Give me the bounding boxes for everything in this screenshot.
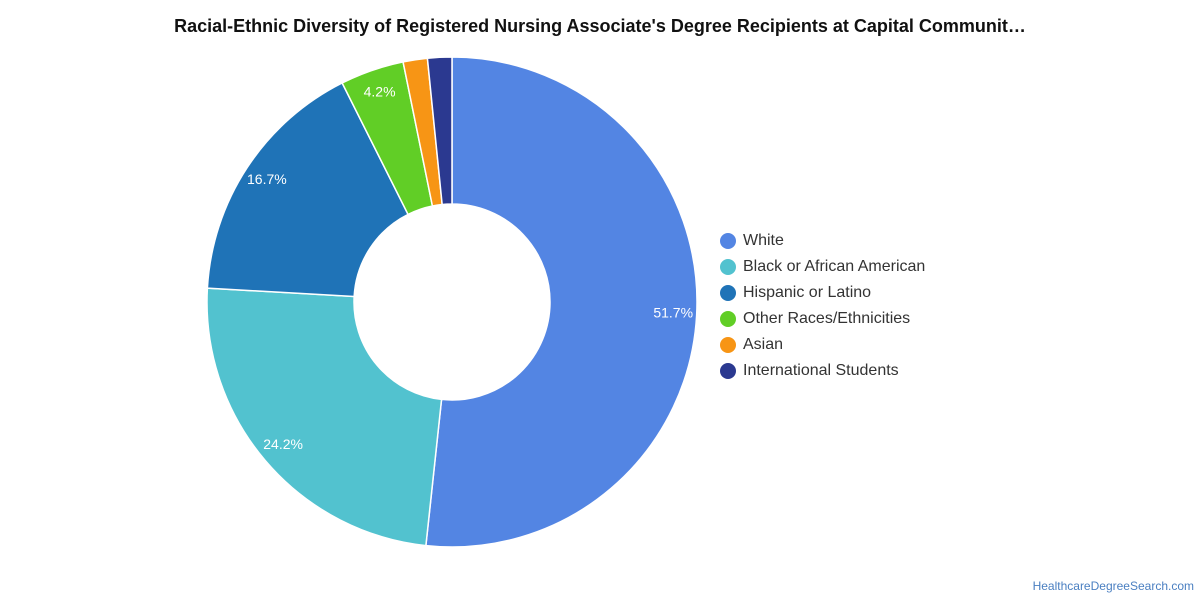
legend-item[interactable]: Asian [720,332,925,358]
slice-label: 4.2% [364,83,396,99]
slice-label: 16.7% [247,171,287,187]
source-credit[interactable]: HealthcareDegreeSearch.com [1032,579,1194,593]
legend-swatch-icon [720,259,736,275]
legend-label: Hispanic or Latino [743,284,872,301]
slice-white[interactable] [425,56,698,548]
legend-label: White [743,232,784,249]
slice-black-or-african-american[interactable] [206,287,443,547]
legend-swatch-icon [720,311,736,327]
chart-legend: White Black or African American Hispanic o… [720,228,925,384]
slice-international-students[interactable] [426,56,453,206]
slice-label: 51.7% [653,305,693,321]
chart-title: Racial-Ethnic Diversity of Registered Nu… [174,16,1026,36]
legend-item[interactable]: Hispanic or Latino [720,280,925,306]
legend-swatch-icon [720,363,736,379]
legend-label: Asian [743,336,784,353]
slice-labels-group: 51.7% 24.2% 16.7% 4.2% [247,83,693,452]
legend-swatch-icon [720,233,736,249]
legend-label: Other Races/Ethnicities [743,310,911,327]
legend-label: International Students [743,362,899,379]
legend-swatch-icon [720,337,736,353]
legend-item[interactable]: International Students [720,358,925,384]
legend-swatch-icon [720,285,736,301]
slices-group [206,56,698,548]
legend-item[interactable]: Other Races/Ethnicities [720,306,925,332]
slice-hispanic-or-latino[interactable] [206,82,410,298]
legend-label: Black or African American [743,258,926,275]
legend-item[interactable]: White [720,228,925,254]
slice-label: 24.2% [263,436,303,452]
legend-item[interactable]: Black or African American [720,254,925,280]
